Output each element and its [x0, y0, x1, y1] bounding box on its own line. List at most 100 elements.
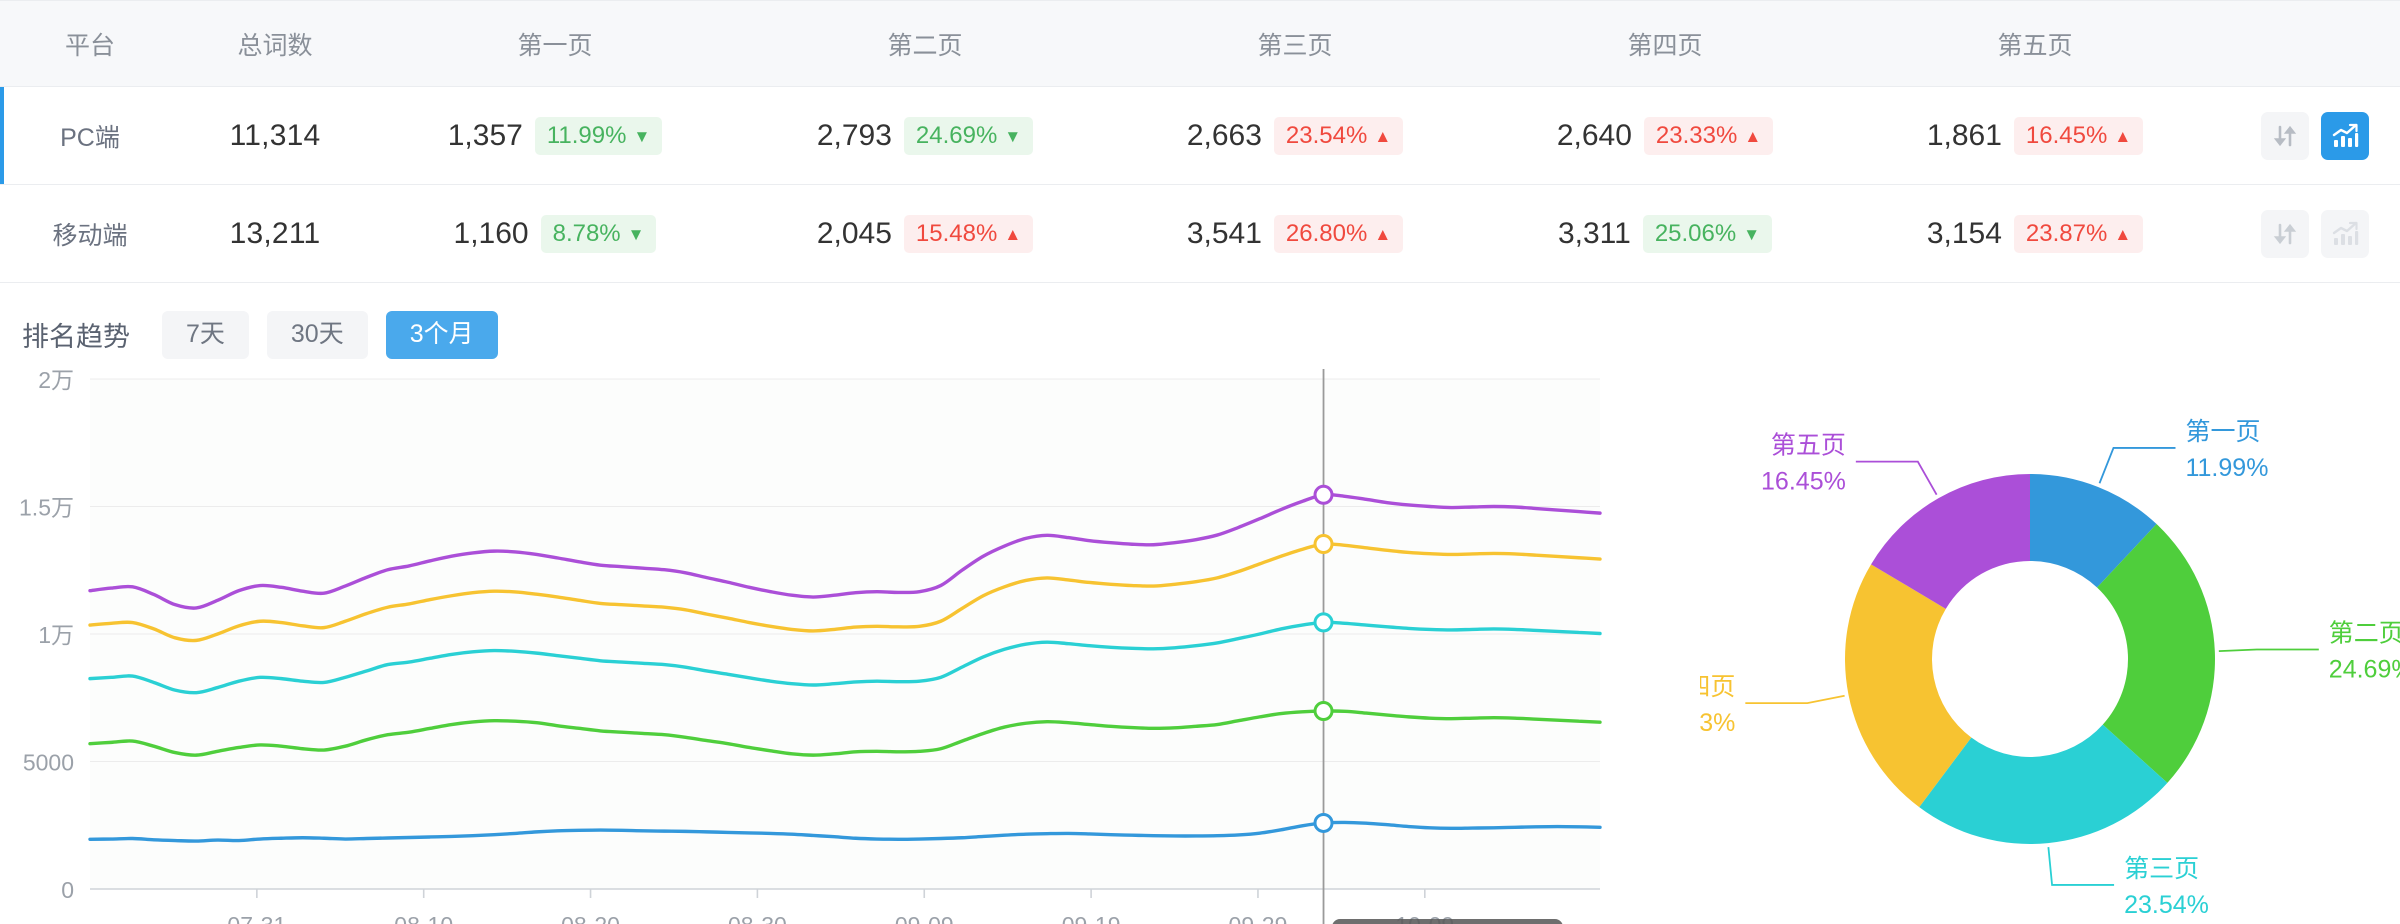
trend-down-icon: ▼ — [1743, 225, 1761, 244]
trend-chart-icon — [2330, 121, 2360, 151]
y-axis-tick-label: 5000 — [23, 749, 74, 775]
page-share-value: 11.99% — [546, 121, 627, 149]
donut-slice[interactable] — [1845, 563, 1972, 807]
cell-total: 11,314 — [180, 86, 370, 185]
col-header-page-5: 第五页 — [1850, 0, 2220, 87]
col-header-total: 总词数 — [180, 0, 370, 87]
trend-chart-button[interactable] — [2321, 209, 2369, 258]
page-share-badge: 16.45% ▲ — [2013, 116, 2144, 155]
page-distribution-donut-chart[interactable]: 第一页 11.99% 第二页 24.69% 第三页 23.54% 第四页 23.33% 第五页 1… — [1700, 369, 2400, 924]
total-keywords-value: 11,314 — [229, 118, 321, 152]
line-series — [88, 620, 1602, 694]
page-share-badge: 25.06% ▼ — [1642, 214, 1773, 253]
cell-page-1: 1,357 11.99% ▼ — [370, 86, 740, 185]
y-axis-tick-label: 1万 — [38, 622, 74, 648]
cell-page-1: 1,160 8.78% ▼ — [370, 184, 740, 283]
y-axis-tick-label: 0 — [61, 877, 74, 903]
page-share-badge: 23.54% ▲ — [1273, 116, 1404, 155]
donut-leader-line — [2047, 846, 2115, 886]
line-series — [88, 820, 1602, 843]
donut-slice[interactable] — [2030, 473, 2157, 588]
page-share-value: 25.06% — [1654, 219, 1737, 247]
cell-platform: 移动端 — [0, 184, 180, 283]
data-point-marker — [1313, 700, 1334, 721]
page-share-value: 26.80% — [1285, 219, 1368, 247]
trend-section-title: 排名趋势 — [22, 322, 130, 353]
page-count: 1,861 — [1926, 118, 2002, 152]
page-count: 1,357 — [447, 118, 523, 152]
page-count: 1,160 — [453, 216, 529, 250]
col-header-platform: 平台 — [0, 0, 180, 87]
page-count: 2,640 — [1556, 118, 1632, 152]
page-share-badge: 26.80% ▲ — [1273, 214, 1404, 253]
donut-slice-label: 第二页 — [2329, 619, 2400, 647]
trend-up-icon: ▲ — [1374, 225, 1392, 244]
cell-page-4: 3,311 25.06% ▼ — [1480, 184, 1850, 283]
range-button-3m[interactable]: 3个月 — [385, 311, 498, 359]
cell-total: 13,211 — [180, 184, 370, 283]
donut-slice-value: 16.45% — [1761, 467, 1846, 495]
page-share-badge: 23.87% ▲ — [2013, 214, 2144, 253]
table-row[interactable]: 移动端 13,211 1,160 8.78% ▼ — [0, 184, 2400, 283]
donut-leader-line — [1855, 460, 1938, 495]
donut-slice[interactable] — [1871, 473, 2030, 609]
range-button-7d[interactable]: 7天 — [162, 311, 249, 359]
charts-area: 爱站网 050001万1.5万2万07-3108-1008-2008-3009-… — [0, 368, 2400, 924]
table-row[interactable]: PC端 11,314 1,357 11.99% ▼ — [0, 86, 2400, 185]
trend-chart-button[interactable] — [2321, 111, 2369, 160]
cell-page-5: 3,154 23.87% ▲ — [1850, 184, 2220, 283]
x-axis-tick-label: 08-10 — [394, 912, 453, 924]
platform-ranking-table: 平台 总词数 第一页 第二页 第三页 第四页 第五页 PC端 11,314 — [0, 0, 2400, 283]
data-point-marker — [1313, 533, 1334, 554]
donut-leader-line — [1745, 694, 1845, 704]
x-axis-tick-label: 09-19 — [1062, 912, 1121, 924]
trend-toolbar: 排名趋势 7天 30天 3个月 — [0, 283, 2400, 369]
platform-label: PC端 — [60, 123, 120, 152]
page-share-value: 15.48% — [915, 219, 998, 247]
donut-slice[interactable] — [2097, 523, 2215, 783]
page-count: 2,663 — [1186, 118, 1262, 152]
cell-page-2: 2,045 15.48% ▲ — [740, 184, 1110, 283]
donut-slice-label: 第四页 — [1700, 673, 1735, 701]
donut-slice-label: 第一页 — [2185, 417, 2260, 445]
x-axis-tick-label: 09-29 — [1229, 912, 1288, 924]
donut-slice-value: 23.33% — [1700, 709, 1735, 737]
y-axis-tick-label: 2万 — [38, 369, 74, 393]
donut-slice-label: 第三页 — [2124, 854, 2199, 882]
page-share-badge: 8.78% ▼ — [540, 214, 657, 253]
trend-up-icon: ▲ — [1374, 127, 1392, 146]
total-keywords-value: 13,211 — [229, 216, 321, 250]
sort-button[interactable] — [2261, 111, 2309, 160]
trend-up-icon: ▲ — [1004, 225, 1022, 244]
donut-slice-value: 11.99% — [2185, 453, 2268, 481]
sort-button[interactable] — [2261, 209, 2309, 258]
x-axis-tick-label: 09-09 — [895, 912, 954, 924]
cell-page-3: 3,541 26.80% ▲ — [1110, 184, 1480, 283]
donut-slice[interactable] — [1919, 724, 2168, 844]
cell-page-4: 2,640 23.33% ▲ — [1480, 86, 1850, 185]
col-header-page-2: 第二页 — [740, 0, 1110, 87]
donut-slice-label: 第五页 — [1771, 431, 1846, 459]
donut-slice-value: 23.54% — [2124, 890, 2209, 918]
cell-page-2: 2,793 24.69% ▼ — [740, 86, 1110, 185]
cell-page-3: 2,663 23.54% ▲ — [1110, 86, 1480, 185]
page-share-badge: 23.33% ▲ — [1643, 116, 1774, 155]
data-point-marker — [1313, 812, 1334, 833]
data-point-marker — [1313, 484, 1334, 505]
line-series — [88, 708, 1602, 757]
table-header: 平台 总词数 第一页 第二页 第三页 第四页 第五页 — [0, 0, 2400, 87]
cell-page-5: 1,861 16.45% ▲ — [1850, 86, 2220, 185]
col-header-page-3: 第三页 — [1110, 0, 1480, 87]
sort-icon — [2271, 122, 2299, 150]
page-count: 2,045 — [816, 216, 892, 250]
col-header-page-4: 第四页 — [1480, 0, 1850, 87]
sort-icon — [2271, 220, 2299, 248]
trend-up-icon: ▲ — [1744, 127, 1762, 146]
trend-down-icon: ▼ — [627, 225, 645, 244]
x-axis-tick-label: 08-20 — [561, 912, 620, 924]
ranking-trend-line-chart[interactable]: 0 5000 1万 1.5万 2万 07-31 08-10 08-20 08-30 09-09 09… — [0, 368, 1700, 924]
col-header-page-1: 第一页 — [370, 0, 740, 87]
range-button-30d[interactable]: 30天 — [266, 311, 368, 359]
page-share-value: 23.87% — [2025, 219, 2108, 247]
